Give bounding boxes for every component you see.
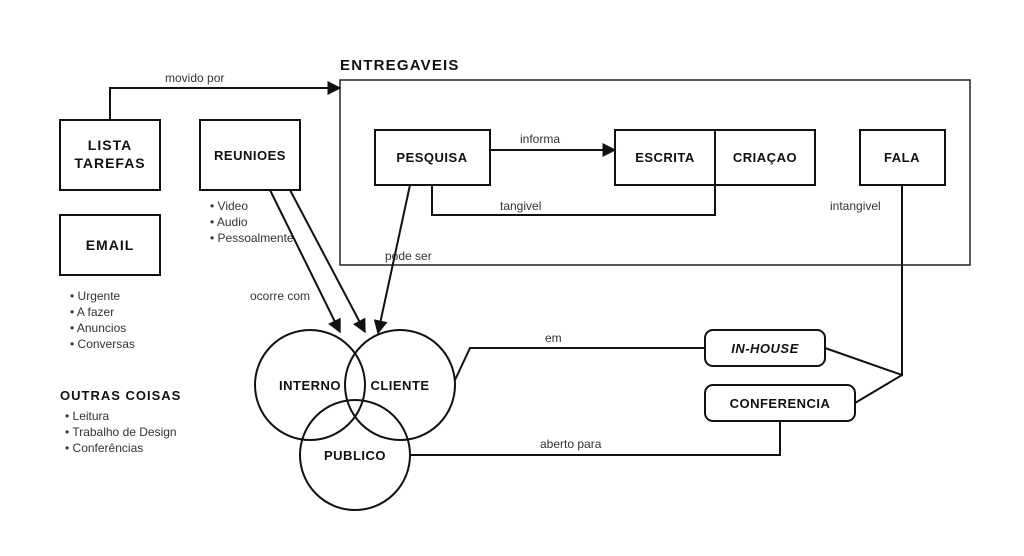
reunioes-label: REUNIOES — [214, 148, 286, 163]
label-aberto-para: aberto para — [540, 437, 602, 451]
edge-fala-to-conferencia — [855, 375, 902, 403]
edge-em — [455, 348, 705, 380]
inhouse-label: IN-HOUSE — [731, 341, 799, 356]
diagram-canvas: ENTREGAVEIS LISTA TAREFAS EMAIL REUNIOES… — [0, 0, 1024, 556]
outras-bullet-0: • Leitura — [65, 409, 110, 423]
email-bullet-2: • Anuncios — [70, 321, 126, 335]
cliente-label: CLIENTE — [370, 378, 429, 393]
reunioes-bullet-0: • Video — [210, 199, 248, 213]
label-em: em — [545, 331, 562, 345]
reunioes-bullet-2: • Pessoalmente — [210, 231, 294, 245]
email-bullet-1: • A fazer — [70, 305, 114, 319]
reunioes-bullet-1: • Audio — [210, 215, 248, 229]
conferencia-label: CONFERENCIA — [730, 396, 831, 411]
escrita-label: ESCRITA — [635, 150, 695, 165]
label-pode-ser: pode ser — [385, 249, 432, 263]
email-label: EMAIL — [86, 237, 135, 253]
criacao-label: CRIAÇAO — [733, 150, 797, 165]
label-informa: informa — [520, 132, 560, 146]
publico-label: PUBLICO — [324, 448, 386, 463]
interno-label: INTERNO — [279, 378, 341, 393]
fala-label: FALA — [884, 150, 920, 165]
label-ocorre-com: ocorre com — [250, 289, 310, 303]
outras-bullet-2: • Conferências — [65, 441, 143, 455]
outras-bullet-1: • Trabalho de Design — [65, 425, 177, 439]
email-bullet-3: • Conversas — [70, 337, 135, 351]
pesquisa-label: PESQUISA — [396, 150, 467, 165]
label-intangivel: intangivel — [830, 199, 881, 213]
edge-ocorre-com-1 — [270, 190, 340, 332]
label-movido-por: movido por — [165, 71, 224, 85]
lista-tarefas-label-1: LISTA — [88, 137, 132, 153]
label-tangivel: tangivel — [500, 199, 541, 213]
lista-tarefas-label-2: TAREFAS — [74, 155, 145, 171]
email-bullet-0: • Urgente — [70, 289, 121, 303]
entregaveis-heading: ENTREGAVEIS — [340, 57, 460, 74]
edge-movido-por — [110, 88, 340, 120]
outras-coisas-heading: OUTRAS COISAS — [60, 388, 181, 403]
